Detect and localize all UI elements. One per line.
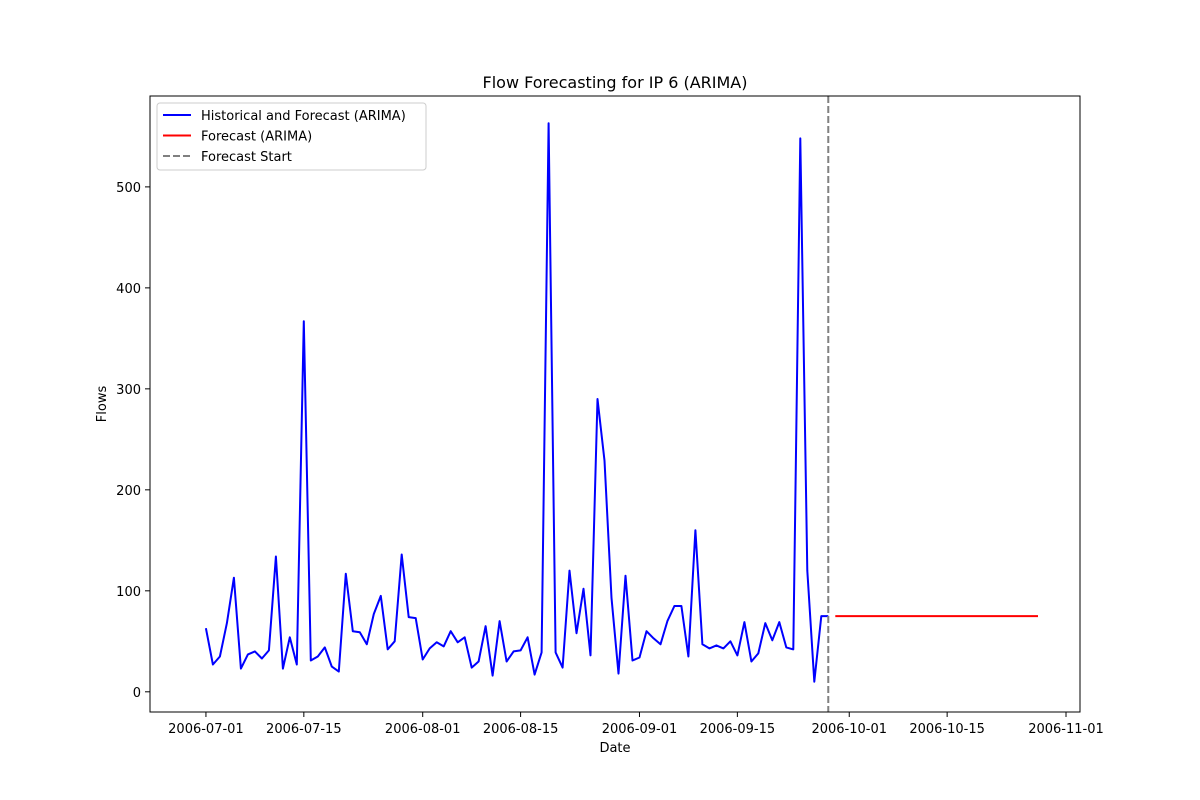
- plot-area: [149, 95, 1081, 713]
- y-axis: 0 100 200 300 400 500: [116, 181, 150, 701]
- x-tick-label: 2006-09-15: [700, 722, 776, 737]
- x-axis: 2006-07-01 2006-07-15 2006-08-01 2006-08-15…: [168, 712, 1104, 737]
- x-tick-label: 2006-07-01: [168, 722, 244, 737]
- plot-frame: [149, 95, 1081, 713]
- legend-box: [156, 102, 427, 171]
- legend-label: Forecast Start: [201, 150, 292, 165]
- legend-label: Historical and Forecast (ARIMA): [201, 109, 406, 124]
- legend: Historical and Forecast (ARIMA) Forecast …: [156, 102, 427, 171]
- y-axis-title: Flows: [95, 386, 110, 423]
- y-tick-label: 100: [116, 585, 141, 600]
- x-tick-label: 2006-11-01: [1028, 722, 1104, 737]
- legend-label: Forecast (ARIMA): [201, 130, 312, 145]
- y-tick-label: 400: [116, 282, 141, 297]
- y-tick-label: 200: [116, 484, 141, 499]
- x-tick-label: 2006-08-15: [483, 722, 559, 737]
- y-tick-label: 300: [116, 383, 141, 398]
- x-tick-label: 2006-10-01: [811, 722, 887, 737]
- series-line-historical: [204, 122, 829, 683]
- chart-title: Flow Forecasting for IP 6 (ARIMA): [483, 73, 748, 92]
- x-tick-label: 2006-07-15: [266, 722, 342, 737]
- y-tick-label: 500: [116, 181, 141, 196]
- y-tick-label: 0: [133, 686, 141, 701]
- x-tick-label: 2006-09-01: [602, 722, 678, 737]
- x-tick-label: 2006-10-15: [909, 722, 985, 737]
- x-axis-title: Date: [599, 741, 630, 756]
- x-tick-label: 2006-08-01: [385, 722, 461, 737]
